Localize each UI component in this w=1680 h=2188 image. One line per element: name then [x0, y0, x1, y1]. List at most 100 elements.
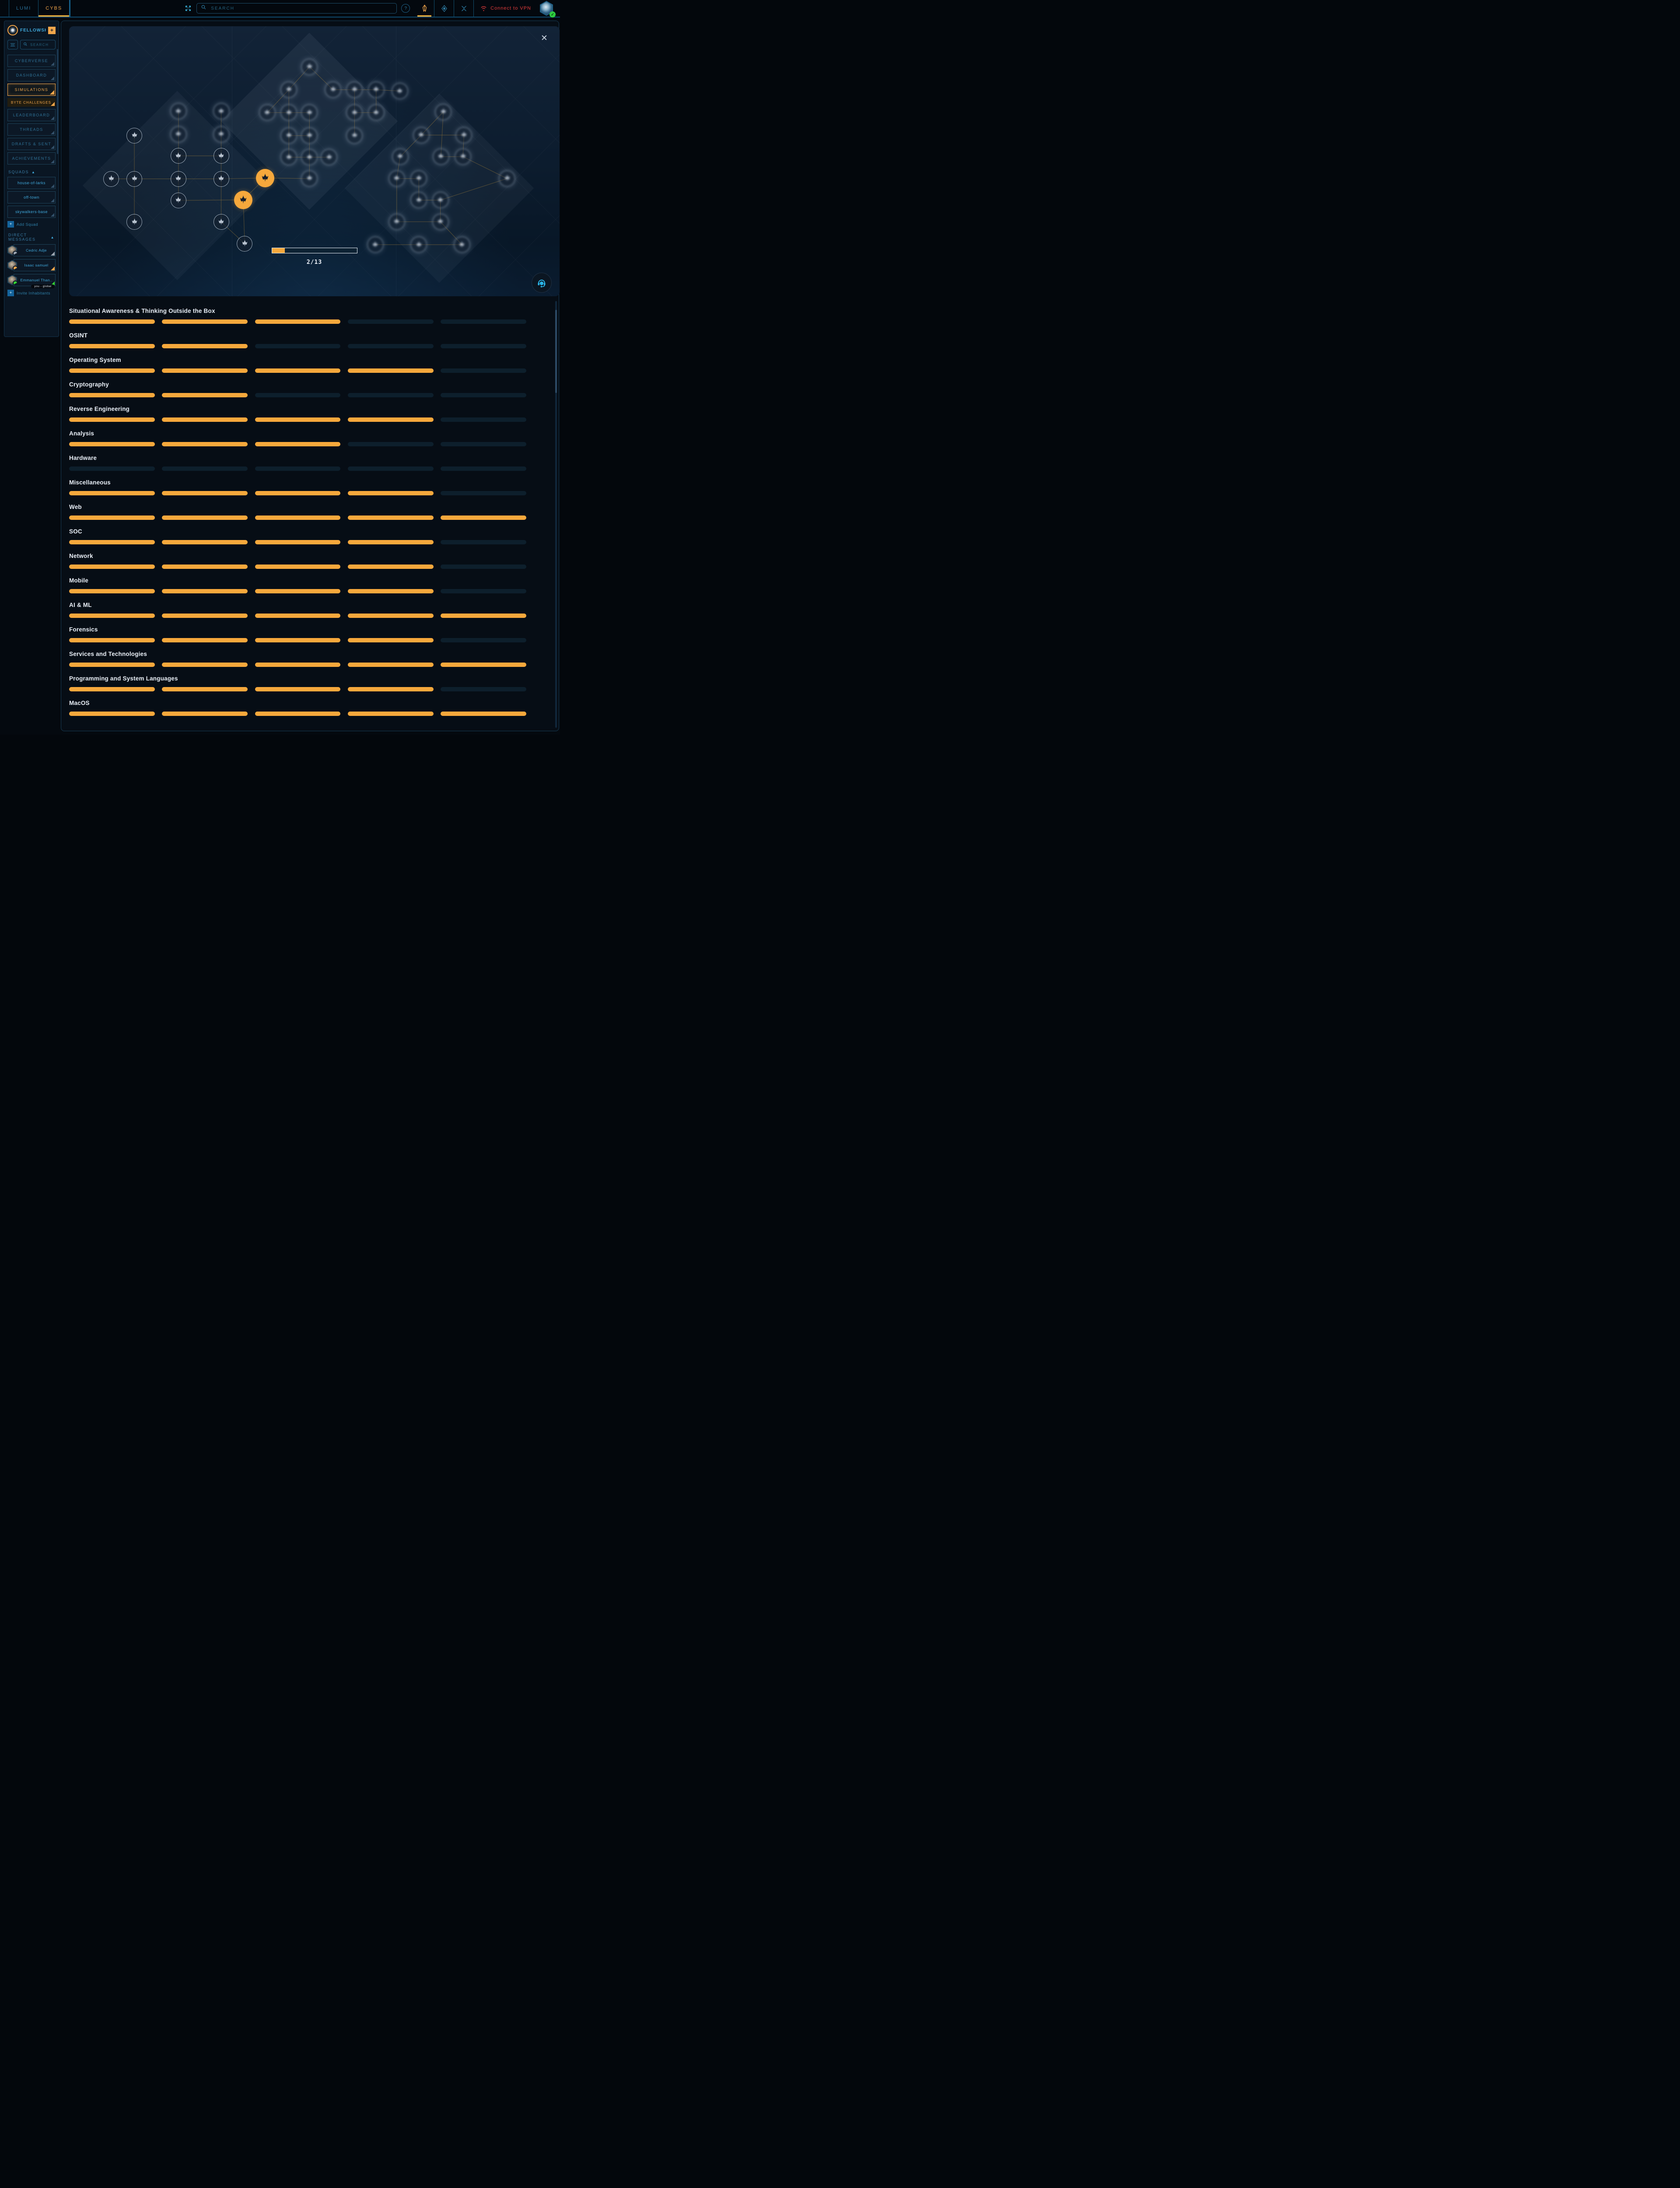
skill-node-n50[interactable]	[410, 236, 427, 253]
filter-icon[interactable]	[7, 40, 18, 49]
skill-node-n44[interactable]	[499, 170, 516, 187]
skill-bar-segment	[255, 565, 341, 569]
support-chat-button[interactable]	[532, 273, 552, 293]
skill-node-n41[interactable]	[455, 148, 472, 165]
skill-node-n48[interactable]	[432, 213, 449, 230]
skill-node-n47[interactable]	[388, 213, 405, 230]
skill-node-n1[interactable]	[126, 127, 143, 144]
skill-node-n11[interactable]	[237, 235, 253, 252]
skill-node-n35[interactable]	[301, 170, 318, 187]
corner-accent	[51, 131, 54, 134]
sidebar-item-drafts-sent[interactable]: DRAFTS & SENT	[7, 138, 56, 150]
main-scrollbar-thumb[interactable]	[555, 310, 557, 393]
skill-node-n25[interactable]	[280, 104, 298, 121]
skill-node-n5[interactable]	[126, 171, 143, 187]
skill-node-n26[interactable]	[301, 104, 318, 121]
skill-bar-segment	[441, 417, 527, 422]
squad-item-house-of-larks[interactable]: house-of-larks	[7, 177, 56, 189]
skill-node-n36[interactable]	[435, 103, 452, 120]
dm-item-emmanuel-than-[interactable]: Emmanuel Than.. you - global	[7, 274, 56, 288]
skill-node-n9[interactable]	[126, 214, 143, 230]
skill-node-n27[interactable]	[346, 104, 363, 121]
skill-node-n32[interactable]	[280, 149, 298, 166]
skill-node-n33[interactable]	[301, 149, 318, 166]
skill-node-n34[interactable]	[321, 149, 338, 166]
skill-node-n8[interactable]	[170, 192, 186, 208]
add-community-button[interactable]: +	[48, 26, 56, 34]
skill-node-n28[interactable]	[368, 104, 385, 121]
squad-item-off-town[interactable]: off-town	[7, 191, 56, 203]
skill-bar-segment	[441, 589, 527, 593]
add-squad-button[interactable]: + Add Squad	[7, 221, 56, 228]
skill-node-n46[interactable]	[432, 192, 449, 209]
diamond-icon[interactable]	[434, 0, 454, 17]
corner-accent	[51, 116, 54, 120]
skill-node-n38[interactable]	[455, 126, 472, 144]
dm-item-cedric-adje[interactable]: Cedric Adje	[7, 244, 56, 256]
sidebar-item-simulations[interactable]: SIMULATIONS	[7, 84, 56, 96]
skill-node-n51[interactable]	[453, 236, 470, 253]
skill-node-n19[interactable]	[280, 81, 298, 98]
skill-node-n18[interactable]	[301, 58, 318, 75]
skill-node-n30[interactable]	[301, 127, 318, 144]
skill-node-n23[interactable]	[391, 83, 408, 100]
sidebar-item-leaderboard[interactable]: LEADERBOARD	[7, 109, 56, 121]
help-icon[interactable]: ?	[401, 4, 410, 13]
skill-node-n45[interactable]	[410, 192, 427, 209]
sidebar-item-dashboard[interactable]: DASHBOARD	[7, 69, 56, 81]
tab-lumi[interactable]: LUMI	[9, 0, 38, 17]
skill-node-n24[interactable]	[259, 104, 276, 121]
skill-node-n40[interactable]	[432, 148, 449, 165]
skill-node-n39[interactable]	[392, 148, 409, 165]
skill-node-n49[interactable]	[367, 236, 384, 253]
skill-node-n10[interactable]	[213, 214, 229, 230]
skill-row-mobile: Mobile80%	[69, 576, 552, 600]
sidebar-item-threads[interactable]: THREADS	[7, 123, 56, 136]
invite-inhabitants-button[interactable]: + Invite Inhabitants	[7, 290, 56, 296]
sidebar-item-achievements[interactable]: ACHIEVEMENTS	[7, 152, 56, 165]
sidebar-search[interactable]	[20, 40, 56, 49]
connect-vpn-button[interactable]: Connect to VPN	[473, 0, 537, 17]
skill-node-n21[interactable]	[346, 81, 363, 98]
skill-node-n12[interactable]	[170, 103, 187, 120]
skill-node-n31[interactable]	[346, 127, 363, 144]
skill-bar-segment	[255, 515, 341, 520]
sidebar-scrollbar[interactable]	[57, 49, 58, 154]
skill-node-n43[interactable]	[410, 170, 427, 187]
flame-shard-icon[interactable]	[415, 0, 434, 17]
skill-node-n17-active[interactable]	[234, 190, 252, 209]
skill-node-n13[interactable]	[213, 103, 230, 120]
sidebar-item-byte-challenges[interactable]: BYTE CHALLENGES	[7, 98, 56, 107]
cross-star-icon[interactable]	[454, 0, 473, 17]
skill-node-n14[interactable]	[170, 126, 187, 143]
skill-node-n20[interactable]	[325, 81, 342, 98]
skill-bar-segment	[441, 319, 527, 324]
sidebar-item-cyberverse[interactable]: CYBERVERSE	[7, 55, 56, 67]
skill-node-n3[interactable]	[213, 148, 229, 164]
skill-node-n42[interactable]	[388, 170, 405, 187]
skill-bar-segment	[348, 515, 434, 520]
dm-item-isaac-samuel[interactable]: Isaac samuel	[7, 259, 56, 271]
skill-node-n6[interactable]	[170, 171, 186, 187]
sidebar-search-input[interactable]	[29, 42, 52, 47]
skill-node-n15[interactable]	[213, 126, 230, 143]
skill-node-n2[interactable]	[170, 148, 186, 164]
expand-icon[interactable]	[184, 4, 192, 12]
skill-row-macos: MacOS100%	[69, 698, 552, 723]
direct-messages-header[interactable]: DIRECT MESSAGES ▲	[8, 233, 55, 242]
skill-node-n16-active[interactable]	[256, 168, 275, 187]
tab-cybs[interactable]: CYBS	[38, 0, 71, 17]
squad-item-skywalkers-base[interactable]: skywalkers-base	[7, 206, 56, 218]
squads-header[interactable]: SQUADS ▲	[8, 170, 36, 174]
skill-node-n4[interactable]	[103, 171, 119, 187]
search-input[interactable]	[210, 5, 393, 11]
skill-bar-segment	[69, 491, 155, 495]
community-avatar[interactable]	[7, 25, 18, 35]
skill-node-n7[interactable]	[213, 171, 229, 187]
global-search[interactable]	[196, 3, 397, 14]
skill-node-n37[interactable]	[413, 126, 430, 144]
close-icon[interactable]: ✕	[541, 33, 548, 43]
user-avatar[interactable]: ✓	[539, 0, 556, 18]
skill-node-n29[interactable]	[280, 127, 298, 144]
skill-node-n22[interactable]	[368, 81, 385, 98]
